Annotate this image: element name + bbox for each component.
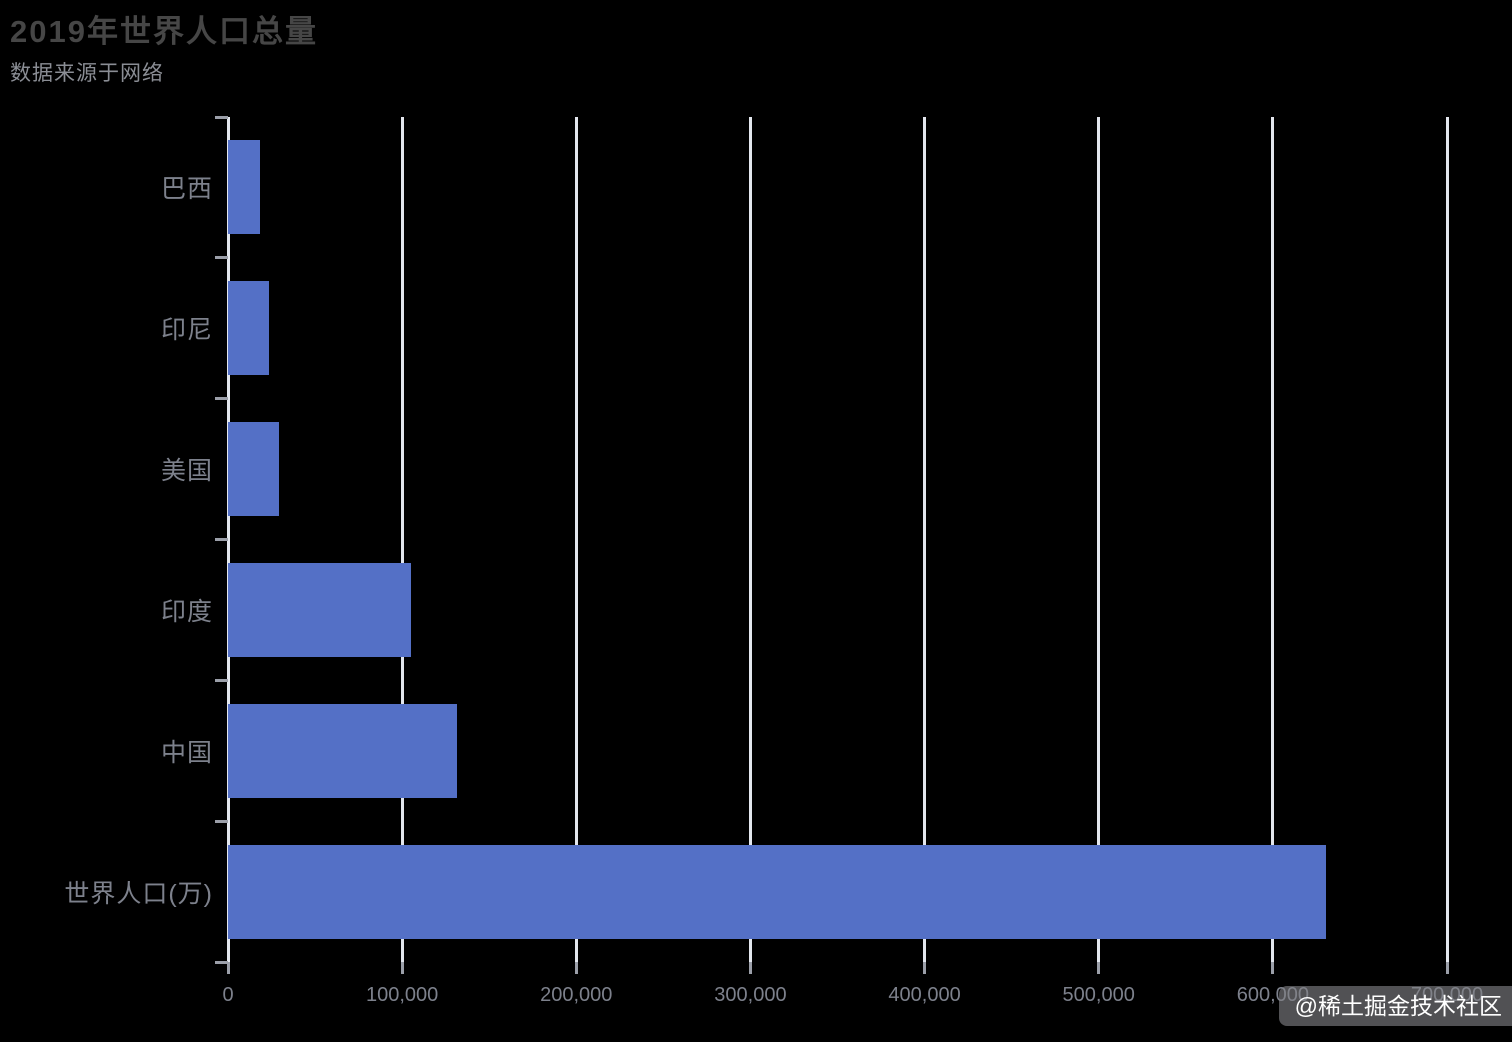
y-axis-category-label: 印度: [160, 597, 213, 626]
y-axis-tick: [215, 819, 228, 823]
bar-印尼[interactable]: [228, 281, 269, 376]
gridline: [574, 117, 578, 962]
y-axis-tick: [215, 960, 228, 964]
bar-中国[interactable]: [228, 703, 458, 798]
x-axis-tick: [923, 962, 927, 974]
y-axis-tick: [215, 256, 228, 260]
gridline: [400, 117, 404, 962]
y-axis-category-label: 印尼: [160, 316, 213, 345]
watermark-badge: @稀土掘金技术社区: [1278, 986, 1512, 1026]
y-axis-category-label: 美国: [160, 457, 213, 486]
gridline: [748, 117, 752, 962]
y-axis-tick: [215, 115, 228, 119]
x-axis-tick: [1271, 962, 1275, 974]
x-axis-tick-label: 100,000: [365, 984, 439, 1006]
x-axis-tick-label: 400,000: [888, 984, 961, 1006]
x-axis-tick: [226, 962, 230, 974]
gridline: [1271, 117, 1275, 962]
watermark-text: @稀土掘金技术社区: [1294, 993, 1502, 1019]
bar-印度[interactable]: [228, 562, 411, 657]
y-axis-category-label: 中国: [160, 738, 213, 767]
x-axis-tick: [748, 962, 752, 974]
x-axis-tick: [400, 962, 404, 974]
x-axis-tick-label: 0: [222, 984, 234, 1006]
x-axis-tick-label: 500,000: [1062, 984, 1135, 1006]
x-axis-tick: [1445, 962, 1449, 974]
chart-subtitle: 数据来源于网络: [10, 62, 164, 85]
x-axis-tick-label: 300,000: [714, 984, 787, 1006]
gridline: [923, 117, 927, 962]
y-axis-category-label: 世界人口(万): [64, 879, 213, 908]
x-axis-tick: [574, 962, 578, 974]
y-axis-category-label: 巴西: [160, 175, 213, 204]
y-axis-tick: [215, 397, 228, 401]
y-axis-tick: [215, 538, 228, 541]
gridline: [226, 117, 230, 962]
x-axis-tick-label: 200,000: [540, 984, 613, 1006]
chart-title: 2019年世界人口总量: [10, 14, 318, 49]
bar-世界人口(万)[interactable]: [228, 844, 1326, 939]
gridline: [1097, 117, 1101, 962]
x-axis-tick: [1097, 962, 1101, 974]
bar-巴西[interactable]: [228, 140, 260, 235]
gridline: [1445, 117, 1449, 962]
bar-美国[interactable]: [228, 422, 279, 517]
y-axis-tick: [215, 678, 228, 682]
